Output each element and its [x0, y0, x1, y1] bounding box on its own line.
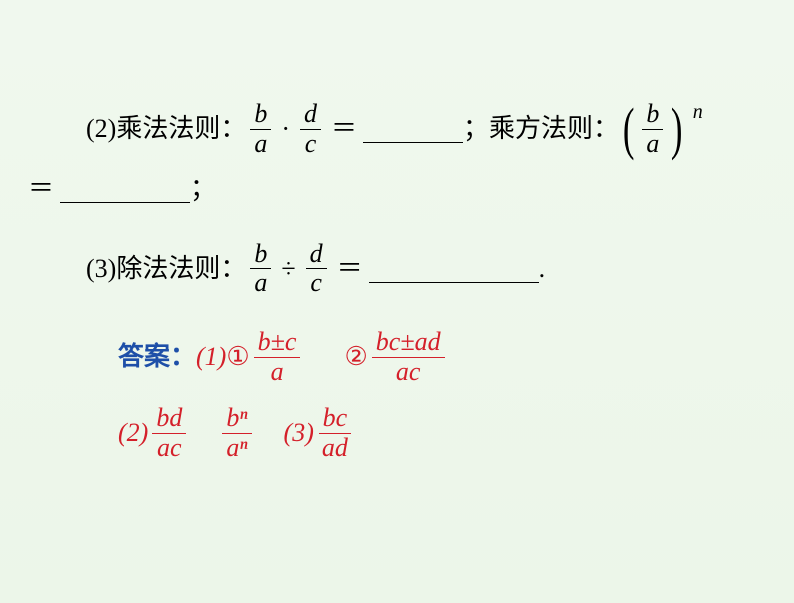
- blank-1: [363, 115, 463, 144]
- blank-2: [60, 175, 190, 204]
- frac-b-over-a-2: b a: [642, 100, 663, 158]
- equals-2: ＝: [28, 168, 54, 210]
- answer-label: 答案：: [118, 336, 196, 378]
- frac-d-over-c: d c: [300, 100, 321, 158]
- rule-2-cont: ＝ ；: [22, 168, 764, 210]
- ans-frac-1: b±c a: [254, 328, 301, 386]
- answer-row-1: 答案： (1) ① b±c a ② bc±ad ac: [30, 328, 764, 386]
- frac-d-over-c-2: d c: [306, 240, 327, 298]
- right-paren-icon: ): [671, 100, 683, 158]
- semicolon-1: ；: [463, 108, 489, 150]
- rule-3-prefix: (3)除法法则：: [86, 248, 246, 290]
- left-paren-icon: (: [623, 100, 635, 158]
- ans-frac-5: bc ad: [318, 404, 352, 462]
- blank-3: [369, 255, 539, 284]
- paren-frac: ( b a ): [619, 100, 687, 158]
- dot-operator: ·: [281, 108, 290, 150]
- ans-p1: (1): [196, 336, 226, 378]
- circled-2: ②: [344, 336, 367, 378]
- frac-b-over-a: b a: [250, 100, 271, 158]
- divide-operator: ÷: [281, 248, 295, 290]
- circled-1: ①: [226, 336, 249, 378]
- ans-frac-2: bc±ad ac: [372, 328, 445, 386]
- rule-2-prefix: (2)乘法法则：: [86, 108, 246, 150]
- rule-3-line: (3)除法法则： b a ÷ d c ＝ .: [30, 240, 764, 298]
- ans-p3: (3): [284, 412, 314, 454]
- answer-row-2: (2) bd ac bⁿ aⁿ (3) bc ad: [30, 404, 764, 462]
- period: .: [539, 248, 546, 290]
- rule-2-line: (2)乘法法则： b a · d c ＝ ； 乘方法则： ( b a ) n: [30, 100, 764, 158]
- ans-frac-3: bd ac: [152, 404, 186, 462]
- power-label: 乘方法则：: [489, 108, 619, 150]
- ans-frac-4: bⁿ aⁿ: [222, 404, 251, 462]
- equals-1: ＝: [331, 108, 357, 150]
- slide-content: (2)乘法法则： b a · d c ＝ ； 乘方法则： ( b a ) n ＝…: [0, 0, 794, 462]
- semicolon-2: ；: [190, 168, 216, 210]
- ans-p2: (2): [118, 412, 148, 454]
- exponent-n: n: [693, 96, 703, 128]
- equals-3: ＝: [337, 248, 363, 290]
- frac-b-over-a-3: b a: [250, 240, 271, 298]
